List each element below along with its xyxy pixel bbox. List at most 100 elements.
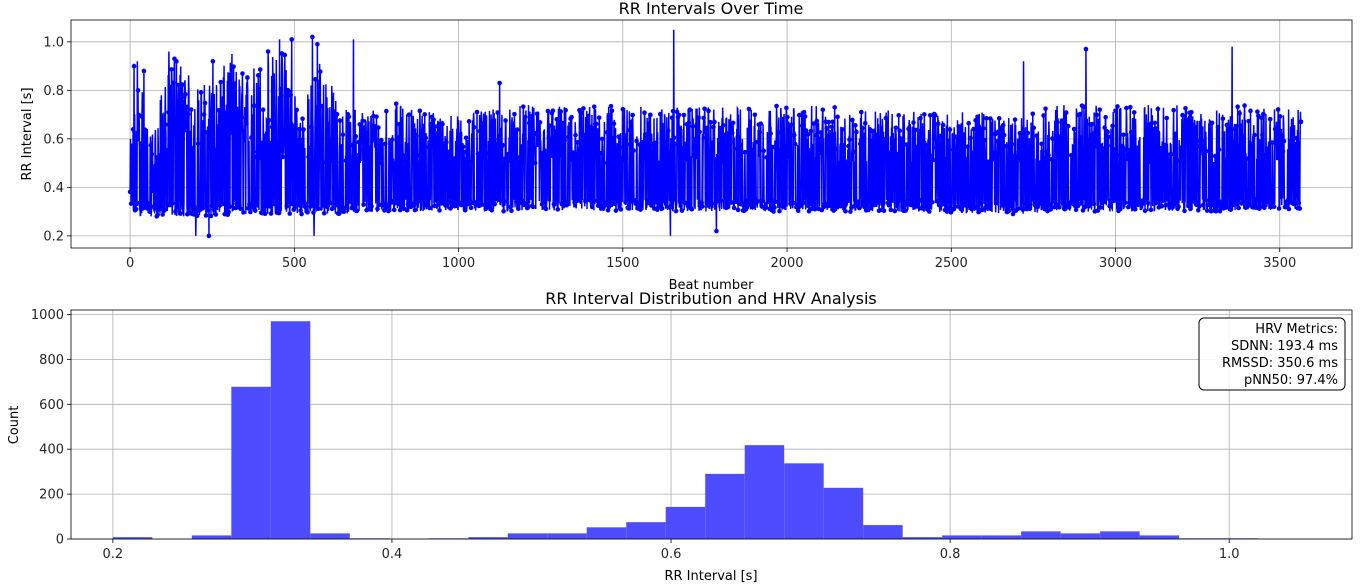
rr-point bbox=[868, 205, 874, 211]
rr-point bbox=[920, 197, 925, 203]
rr-point bbox=[807, 158, 813, 163]
rr-point bbox=[1231, 198, 1237, 204]
rr-point bbox=[859, 125, 865, 131]
rr-point bbox=[995, 129, 1001, 134]
rr-time-ylabel: RR Interval [s] bbox=[20, 87, 35, 180]
rr-point bbox=[336, 211, 342, 217]
rr-point bbox=[792, 141, 798, 147]
rr-point bbox=[771, 209, 776, 214]
rr-point bbox=[353, 134, 359, 139]
rr-point bbox=[1050, 136, 1055, 141]
rr-point bbox=[292, 204, 297, 210]
rr-point bbox=[579, 110, 584, 116]
rr-distribution-xtick-label: 0.4 bbox=[382, 547, 403, 562]
rr-point bbox=[748, 151, 754, 157]
rr-point bbox=[315, 41, 320, 47]
rr-point bbox=[351, 203, 357, 209]
rr-point bbox=[534, 111, 540, 117]
rr-point bbox=[1216, 147, 1222, 152]
rr-point bbox=[589, 204, 595, 210]
rr-point bbox=[828, 156, 834, 162]
rr-point bbox=[894, 151, 900, 157]
rr-point bbox=[425, 202, 431, 207]
rr-point bbox=[850, 117, 855, 123]
rr-point bbox=[751, 201, 757, 207]
rr-point bbox=[237, 202, 242, 208]
rr-point bbox=[803, 128, 809, 133]
rr-point bbox=[471, 124, 477, 130]
rr-point bbox=[775, 148, 780, 154]
rr-point bbox=[1285, 197, 1291, 203]
rr-point bbox=[329, 206, 335, 212]
rr-point bbox=[902, 203, 907, 209]
rr-point bbox=[649, 203, 654, 208]
rr-point bbox=[978, 143, 983, 149]
rr-point bbox=[1109, 143, 1114, 148]
rr-point bbox=[953, 150, 959, 156]
rr-point bbox=[840, 127, 845, 132]
rr-distribution-ytick-label: 800 bbox=[39, 353, 64, 368]
rr-point bbox=[701, 115, 706, 121]
rr-point bbox=[882, 160, 888, 166]
rr-point bbox=[617, 145, 623, 150]
rr-point bbox=[281, 128, 287, 134]
rr-point bbox=[1003, 143, 1009, 149]
rr-point bbox=[1280, 148, 1286, 154]
rr-point bbox=[676, 112, 682, 118]
histogram-bar bbox=[231, 386, 271, 539]
rr-point bbox=[597, 150, 603, 156]
rr-point bbox=[254, 149, 260, 154]
rr-point bbox=[729, 130, 735, 135]
rr-point bbox=[1078, 200, 1084, 206]
rr-point bbox=[503, 118, 508, 123]
rr-point bbox=[813, 132, 819, 138]
rr-point bbox=[283, 93, 289, 98]
rr-point bbox=[700, 204, 705, 209]
rr-point bbox=[624, 142, 630, 147]
rr-point bbox=[130, 127, 136, 132]
rr-point bbox=[1206, 198, 1212, 203]
rr-point bbox=[347, 199, 353, 204]
rr-point bbox=[1128, 130, 1134, 135]
rr-point bbox=[835, 114, 840, 120]
rr-point bbox=[535, 142, 541, 148]
rr-point bbox=[166, 109, 171, 115]
rr-point bbox=[662, 146, 668, 151]
rr-point bbox=[824, 126, 830, 131]
rr-point bbox=[337, 118, 343, 123]
rr-point bbox=[664, 138, 670, 144]
rr-point bbox=[965, 144, 970, 149]
rr-point bbox=[391, 207, 397, 213]
rr-point bbox=[805, 132, 811, 137]
rr-point bbox=[369, 204, 374, 209]
rr-point bbox=[344, 202, 350, 207]
rr-point bbox=[301, 127, 306, 132]
rr-point bbox=[733, 197, 739, 202]
rr-point bbox=[557, 152, 563, 158]
rr-distribution-ytick-label: 400 bbox=[39, 443, 64, 458]
rr-point bbox=[512, 111, 517, 117]
rr-point bbox=[510, 153, 515, 159]
rr-point bbox=[603, 200, 609, 206]
rr-point bbox=[673, 208, 679, 214]
rr-point bbox=[1176, 204, 1181, 209]
rr-point bbox=[1249, 155, 1254, 160]
rr-point bbox=[417, 108, 423, 114]
histogram-bar bbox=[270, 321, 311, 539]
rr-point bbox=[784, 105, 789, 111]
rr-point bbox=[640, 140, 645, 145]
rr-point bbox=[226, 209, 231, 215]
rr-point bbox=[591, 104, 597, 109]
rr-point bbox=[1081, 104, 1087, 109]
rr-point bbox=[508, 204, 513, 210]
rr-point bbox=[412, 207, 418, 213]
rr-point bbox=[322, 203, 328, 209]
rr-point bbox=[774, 103, 779, 109]
rr-point bbox=[548, 139, 554, 144]
rr-point bbox=[802, 114, 808, 119]
rr-point bbox=[697, 129, 702, 135]
rr-point bbox=[971, 126, 976, 132]
rr-point bbox=[1071, 126, 1077, 132]
rr-point bbox=[959, 139, 965, 145]
